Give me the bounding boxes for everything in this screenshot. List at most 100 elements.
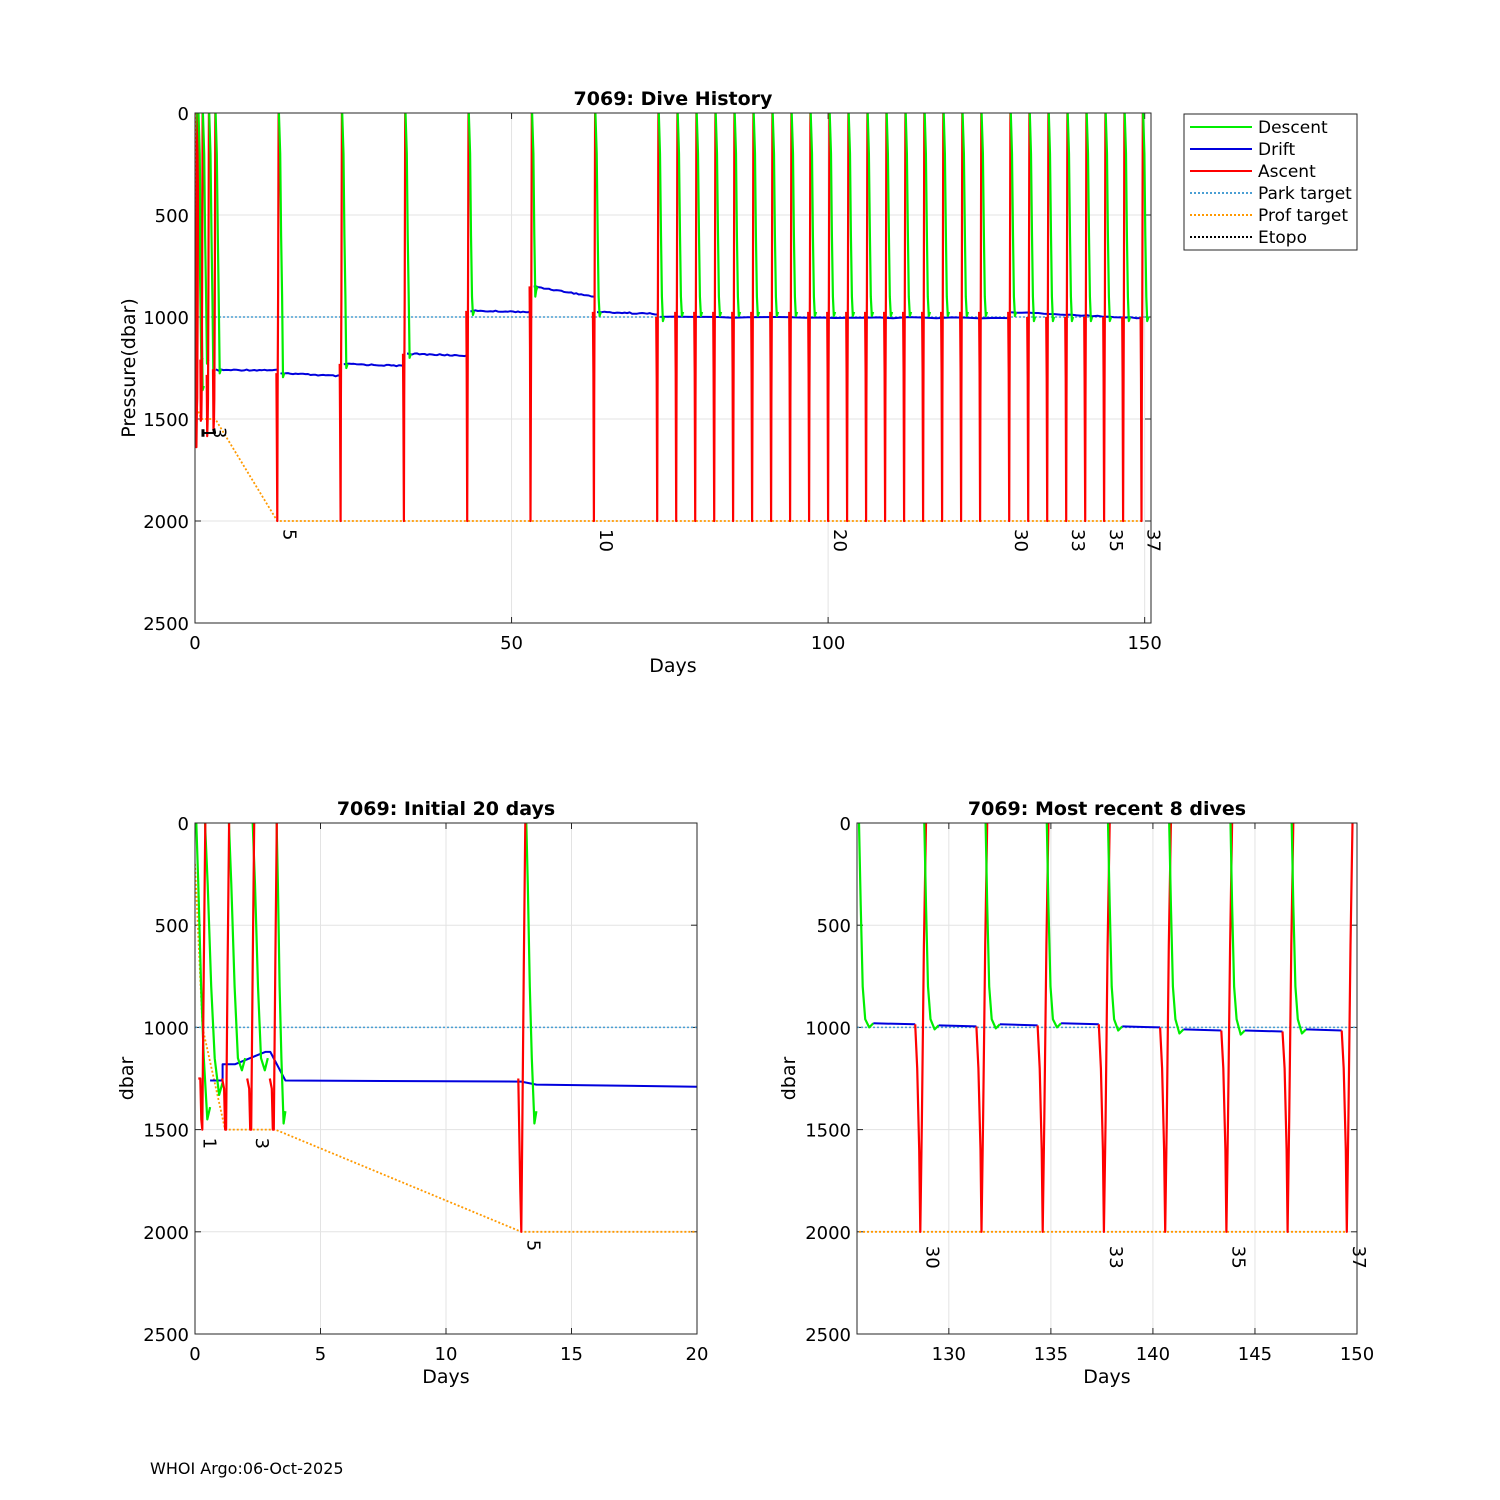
initial-20-days-ascent-line [198,823,207,1131]
recent-8-dives-descent-line [1229,823,1246,1036]
dive-history-descent-line [714,113,723,318]
dive-history-ascent-line [275,113,280,523]
recent-8-dives-descent-line [984,823,1001,1030]
dive-history-cycle-label: 35 [1105,529,1126,552]
dive-history-series [195,113,1151,523]
dive-history-descent-line [1123,113,1132,323]
dive-history-ascent-line [940,113,945,523]
recent-8-dives-series [857,823,1357,1233]
initial-20-days-x-tick-label: 15 [560,1344,583,1365]
recent-8-dives-x-tick-label: 150 [1340,1344,1374,1365]
recent-8-dives-drift-line [1122,1025,1161,1029]
dive-history-ascent-line [528,113,533,523]
initial-20-days-drift-line [210,1050,697,1088]
dive-history-descent-line [866,113,875,318]
dive-history-drift-line [215,368,278,372]
dive-history-cycle-label: 10 [595,529,616,552]
recent-8-dives-ascent-line [1281,823,1295,1233]
recent-8-dives-cycle-label: 37 [1348,1246,1369,1269]
dive-history-ascent-line [902,113,907,523]
recent-8-dives-descent-line [1106,823,1124,1032]
dive-history-descent-line [657,113,666,323]
initial-20-days-y-tick-label: 1500 [143,1121,189,1142]
legend-box [1183,113,1358,251]
dive-history-cycle-label: 3 [209,427,230,438]
dive-history-x-tick-label: 0 [189,633,200,654]
recent-8-dives-drift-line [1305,1028,1342,1032]
dive-history-ascent-line [731,113,736,523]
initial-20-days-ylabel: dbar [116,1057,138,1101]
dive-history-ascent-line [959,113,964,523]
recent-8-dives-ascent-line [975,823,989,1233]
dive-history-ascent-line [864,113,869,523]
dive-history-y-tick-label: 0 [178,104,189,125]
initial-20-days-x-tick-label: 5 [315,1344,326,1365]
dive-history-ascent-line [1064,113,1069,523]
dive-history-ascent-line [199,113,204,422]
dive-history-ascent-line [401,113,407,523]
dive-history-descent-line [531,113,539,298]
dive-history-y-tick-label: 2500 [143,614,189,635]
initial-20-days-x-tick-label: 0 [189,1344,200,1365]
recent-8-dives-title: 7069: Most recent 8 dives [968,798,1246,820]
dive-history-cycle-label: 1 [198,427,219,438]
recent-8-dives-y-tick-label: 2500 [805,1325,851,1346]
dive-history-x-tick-label: 50 [500,633,523,654]
dive-history-cycle-label: 30 [1010,529,1031,552]
recent-8-dives-ascent-line [914,823,928,1233]
dive-history-cycle-label: 20 [829,529,850,552]
dive-history-descent-line [847,113,856,318]
dive-history-ascent-line [1045,113,1050,523]
dive-history-descent-line [1142,113,1150,323]
dive-history-x-tick-label: 150 [1127,633,1161,654]
dive-history-y-tick-label: 1500 [143,410,189,431]
initial-20-days-frame [194,822,698,1335]
initial-20-days-descent-line [227,823,247,1072]
initial-20-days-ascent-line [246,823,256,1131]
legend-label-ascent: Ascent [1258,162,1316,182]
recent-8-dives-y-tick-label: 0 [840,814,851,835]
dive-history-descent-line [828,113,837,318]
recent-8-dives-y-tick-label: 500 [817,916,851,937]
dive-history-descent-line [467,113,476,317]
dive-history-ascent-line [693,113,698,523]
recent-8-dives-drift-line [938,1024,977,1028]
recent-8-dives-axes: 130 135 140 145 150050010001500200025007069:… [778,798,1374,1388]
dive-history-ascent-line [921,113,926,523]
dive-history-descent-line [404,113,412,359]
dive-history-descent-line [1066,113,1075,323]
dive-history-ascent-line [845,113,850,523]
dive-history-descent-line [1085,113,1094,323]
recent-8-dives-drift-line [999,1023,1038,1027]
recent-8-dives-x-tick-label: 130 [932,1344,966,1365]
recent-8-dives-drift-line [1183,1028,1222,1032]
initial-20-days-y-tick-label: 1000 [143,1018,189,1039]
recent-8-dives-frame [856,822,1358,1335]
recent-8-dives-x-tick-label: 140 [1136,1344,1170,1365]
dive-history-descent-line [809,113,818,318]
dive-history-ascent-line [591,113,597,523]
legend-label-drift: Drift [1258,140,1295,160]
dive-history-xlabel: Days [649,655,696,677]
dive-history-ascent-line [883,113,888,523]
dive-history-descent-line [676,113,685,318]
dive-history-ascent-line [788,113,793,523]
dive-history-drift-line [660,315,1010,320]
recent-8-dives-drift-line [1061,1022,1099,1026]
legend-label-etopo: Etopo [1258,228,1307,248]
initial-20-days-ascent-line [221,823,231,1131]
dive-history-cycle-label: 37 [1143,529,1164,552]
dive-history-y-tick-label: 1000 [143,308,189,329]
dive-history-ascent-line [978,113,983,523]
recent-8-dives-cycle-label: 35 [1227,1246,1248,1269]
initial-20-days-xlabel: Days [422,1366,469,1388]
recent-8-dives-ascent-line [1159,823,1172,1233]
legend-label-prof-target: Prof target [1258,206,1348,226]
dive-history-descent-line [961,113,970,318]
initial-20-days-descent-line [275,823,287,1125]
recent-8-dives-drift-line [873,1022,916,1026]
dive-history-ascent-line [655,113,660,523]
dive-history-ascent-line [195,113,200,449]
dive-history-plot-area [195,113,1151,623]
